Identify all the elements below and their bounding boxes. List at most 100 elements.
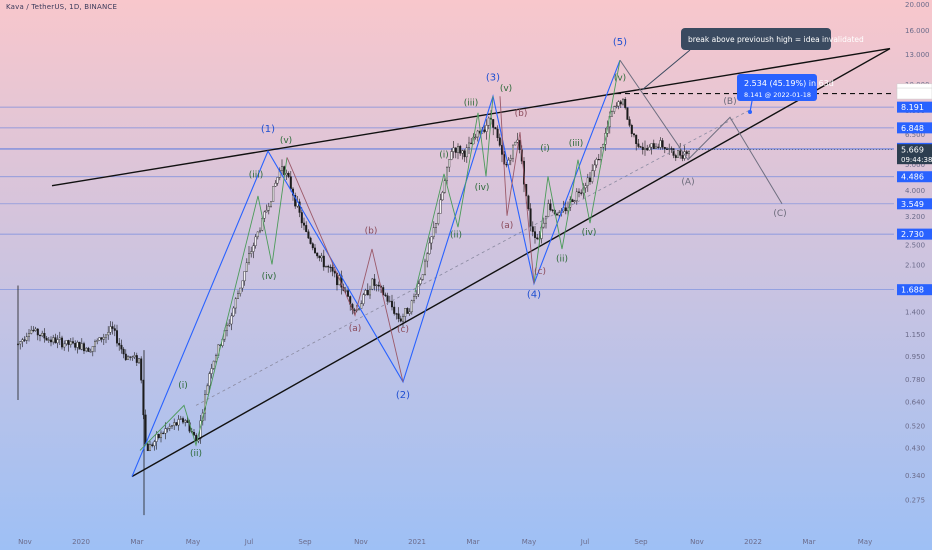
candle-body	[225, 325, 228, 331]
candle-body	[159, 432, 162, 439]
candle-body	[402, 316, 405, 322]
candle-body	[166, 428, 169, 430]
candle-body	[454, 147, 457, 153]
time-tick-label: Jul	[580, 538, 590, 546]
price-tick-label: 0.275	[905, 496, 925, 504]
candle-body	[241, 280, 244, 289]
candle-body	[314, 247, 317, 254]
candle-body	[311, 243, 314, 249]
wave-primary-blue	[131, 59, 621, 477]
candle-body	[393, 306, 396, 314]
candle-body	[34, 328, 37, 331]
annotation-pointer	[641, 49, 691, 91]
candle-body	[613, 106, 616, 112]
candle-body	[212, 360, 215, 369]
wave-labels: (1) (2) (3) (4) (5) (i) (ii) (iii) (iv) (v) (a) (b)…	[178, 37, 786, 459]
candle-body	[203, 394, 206, 414]
candle-body	[32, 329, 35, 332]
candle-body	[595, 158, 598, 166]
candle-body	[685, 151, 688, 154]
candle-body	[329, 266, 332, 269]
candle-body	[272, 186, 275, 202]
candle-body	[140, 358, 143, 381]
candle-body	[364, 290, 367, 295]
candle-body	[107, 332, 110, 336]
price-level-box	[897, 122, 932, 134]
candle-body	[375, 284, 378, 287]
candle-body	[270, 201, 273, 207]
candle-body	[184, 420, 187, 423]
candle-body	[386, 295, 389, 302]
candle-body	[626, 107, 629, 120]
price-tick-label: 5.000	[905, 161, 925, 169]
wave-label: (iv)	[262, 272, 277, 282]
candle-body	[558, 212, 561, 216]
candle-body	[672, 148, 675, 156]
candle-body	[285, 173, 288, 176]
candle-body	[54, 337, 57, 344]
candle-body	[551, 209, 554, 211]
candle-body	[131, 356, 134, 358]
candle-body	[509, 158, 512, 161]
candle-body	[331, 267, 334, 272]
candle-body	[43, 332, 46, 339]
candle-body	[485, 125, 488, 132]
candle-body	[512, 144, 515, 159]
projection-dashed	[195, 109, 751, 406]
candle-body	[30, 329, 33, 334]
candle-body	[413, 296, 416, 301]
candle-body	[181, 418, 184, 423]
price-tick-label: 4.000	[905, 187, 925, 195]
wave-label: (1)	[261, 124, 275, 135]
candle-body	[186, 420, 189, 423]
candle-body	[322, 255, 325, 268]
candle-body	[232, 307, 235, 317]
candle-body	[448, 159, 451, 168]
candle-body	[463, 150, 466, 158]
time-tick-label: Nov	[690, 538, 704, 546]
measure-point	[748, 110, 752, 114]
candle-body	[236, 293, 239, 299]
candle-body	[137, 358, 140, 363]
wave-label: (iii)	[569, 139, 584, 149]
candle-body	[358, 308, 361, 310]
time-tick-label: Jul	[244, 538, 254, 546]
candle-body	[276, 177, 279, 184]
price-tick-label: 1.150	[905, 331, 925, 339]
candle-body	[670, 148, 673, 150]
candle-body	[307, 231, 310, 239]
candle-body	[265, 209, 268, 213]
candle-body	[635, 134, 638, 145]
candle-body	[369, 288, 372, 296]
candle-body	[655, 146, 658, 149]
candle-body	[281, 166, 284, 171]
measure-line2: 8.141 @ 2022-01-18	[744, 91, 811, 99]
candle-body	[50, 339, 53, 343]
candle-body	[170, 425, 173, 427]
candle-body	[305, 225, 308, 232]
candle-body	[206, 385, 209, 395]
price-level-box	[897, 198, 932, 210]
candle-body	[71, 341, 74, 344]
time-tick-label: 2022	[744, 538, 762, 546]
candle-body	[366, 290, 369, 296]
price-level-label: 8.191	[901, 103, 924, 112]
time-tick-label: 2020	[72, 538, 90, 546]
candle-body	[666, 148, 669, 150]
candle-body	[96, 340, 99, 342]
price-tick-label: 0.640	[905, 399, 925, 407]
candle-body	[316, 252, 319, 257]
wave-label: (iii)	[464, 99, 479, 109]
price-level-label: 3.549	[901, 200, 924, 209]
candle-body	[415, 293, 418, 297]
candle-body	[677, 150, 680, 158]
candle-body	[234, 298, 237, 309]
candle-body	[309, 237, 312, 244]
price-tick-label: 13.000	[905, 51, 930, 59]
candle-body	[615, 105, 618, 108]
wave-label: (ii)	[450, 231, 462, 241]
candle-body	[600, 147, 603, 160]
time-tick-label: Nov	[18, 538, 32, 546]
price-level-box	[897, 284, 932, 296]
